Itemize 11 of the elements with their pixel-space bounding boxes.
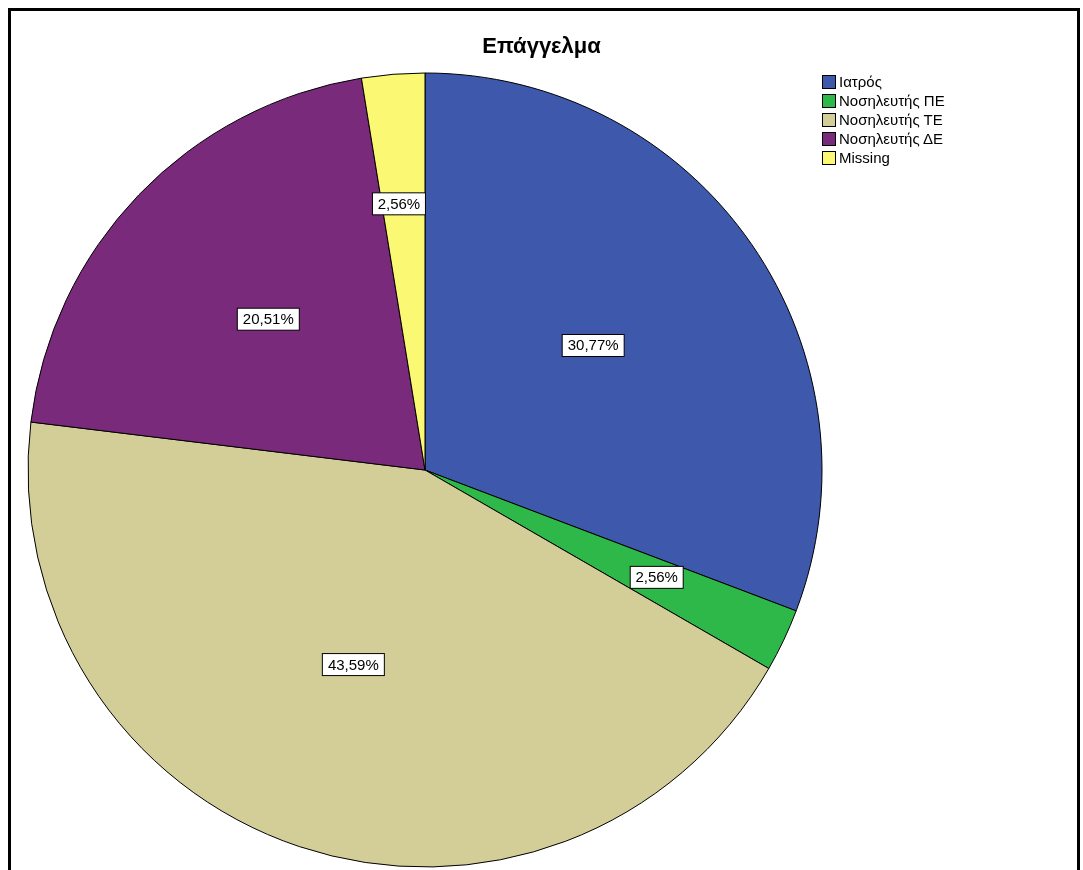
legend-label: Νοσηλευτής ΤΕ: [839, 111, 943, 128]
chart-title: Επάγγελμα: [481, 33, 602, 59]
data-label: 2,56%: [377, 194, 421, 212]
legend-label: Ιατρός: [839, 73, 882, 90]
legend-label: Νοσηλευτής ΠΕ: [839, 92, 945, 109]
data-label: 2,56%: [635, 568, 678, 586]
legend-label: Νοσηλευτής ΔΕ: [839, 130, 944, 147]
legend-label: Missing: [839, 149, 890, 166]
data-label: 43,59%: [327, 655, 379, 673]
data-label: 30,77%: [567, 336, 619, 354]
data-label: 20,51%: [242, 310, 294, 328]
